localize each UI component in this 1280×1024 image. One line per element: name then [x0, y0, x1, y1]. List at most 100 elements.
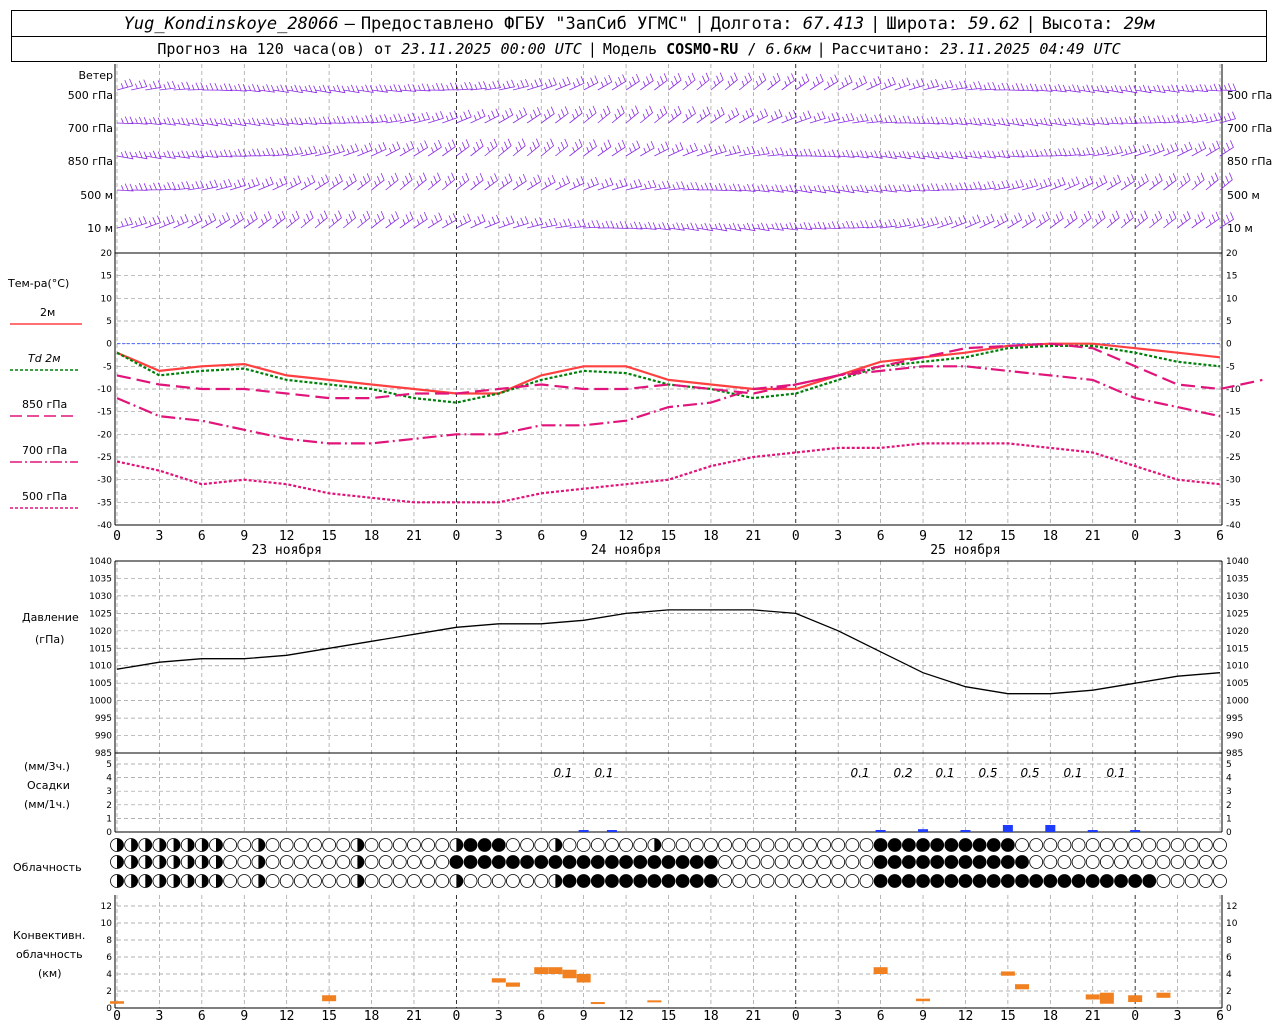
wind-level-10m-right: 10 м: [1227, 222, 1253, 235]
wind-barb: [272, 210, 286, 229]
wind-barb: [286, 117, 304, 126]
cloud-cover-symbol: [1213, 838, 1227, 852]
lon-label: Долгота:: [710, 13, 793, 34]
model-resolution: 6.6км: [765, 40, 811, 58]
wind-barb: [1191, 141, 1207, 157]
wind-barb: [526, 174, 542, 191]
cloud-cover-symbol: [562, 874, 577, 888]
pressure-tick-left: 1015: [89, 644, 112, 654]
hour-tick-label-bottom: 12: [618, 1009, 634, 1024]
wind-barb: [1036, 83, 1053, 92]
wind-barb: [880, 218, 898, 229]
wind-barb: [1149, 143, 1165, 157]
cloud-cover-symbol: [1170, 874, 1185, 888]
wind-barb: [569, 76, 585, 91]
wind-barb: [767, 222, 784, 231]
conv-tick-right: 0: [1226, 1004, 1232, 1014]
pressure-tick-right: 995: [1226, 714, 1243, 724]
wind-barb: [569, 176, 585, 191]
cloud-cover-symbol: [449, 855, 464, 869]
wind-barb: [781, 73, 795, 91]
hour-tick-label: 15: [661, 529, 677, 544]
wind-barb: [1163, 114, 1180, 124]
cloud-cover-symbol: [1213, 855, 1227, 869]
wind-barb: [753, 72, 767, 91]
td2m-line: [116, 344, 1221, 404]
provided-by: Предоставлено ФГБУ "ЗапСиб УГМС": [360, 13, 689, 34]
cloud-cover-symbol: [633, 874, 648, 888]
wind-barb: [937, 215, 953, 229]
precip-bar: [960, 830, 971, 832]
cloud-cover-symbol: [1184, 874, 1199, 888]
cloud-cover-symbol: [1114, 874, 1128, 888]
cloud-cover-symbol: [675, 874, 690, 888]
cloud-partial-fill: [187, 874, 195, 888]
cloud-cover-symbol: [1057, 874, 1072, 888]
cloud-cover-symbol: [1015, 874, 1029, 888]
wind-barb: [1050, 211, 1064, 229]
wind-barb: [710, 106, 725, 124]
wind-barb: [442, 139, 456, 157]
wind-barb: [442, 212, 457, 229]
wind-barb: [456, 81, 473, 91]
wind-barb: [314, 210, 328, 229]
wind-barb: [583, 176, 599, 191]
temp-tick-right: -20: [1226, 430, 1241, 440]
cloud-cover-symbol: [732, 838, 747, 852]
precip-annotation: 0.1: [850, 766, 869, 780]
wind-barb: [399, 83, 417, 92]
hour-tick-label: 15: [1000, 529, 1016, 544]
wind-barb: [1021, 178, 1038, 191]
cloud-partial-fill: [173, 855, 181, 869]
wind-barb: [639, 73, 654, 91]
cloud-cover-symbol: [845, 838, 860, 852]
wind-barb: [852, 75, 868, 91]
pressure-tick-left: 1035: [89, 574, 112, 584]
hour-tick-label: 6: [537, 529, 545, 544]
wind-barb: [442, 82, 459, 91]
pressure-tick-right: 1030: [1226, 592, 1249, 602]
cloud-cover-symbol: [435, 838, 450, 852]
wind-barb: [470, 109, 486, 124]
wind-barb: [456, 139, 470, 157]
wind-barb: [993, 213, 1009, 229]
temp-title: Тем-ра(°C): [7, 277, 69, 290]
temp-tick-left: 15: [101, 272, 112, 282]
lat-label: Широта:: [886, 13, 959, 34]
wind-barb: [951, 80, 968, 91]
wind-barb: [357, 210, 371, 229]
wind-barb: [1036, 117, 1053, 127]
cloud-partial-fill: [145, 874, 152, 888]
cloud-cover-symbol: [887, 855, 902, 869]
cloud-cover-symbol: [1213, 874, 1227, 888]
cloud-partial-fill: [117, 838, 124, 852]
pressure-tick-left: 1040: [89, 557, 112, 567]
cloud-cover-symbol: [661, 855, 676, 869]
hour-tick-label: 12: [279, 529, 295, 544]
wind-barb: [1163, 173, 1177, 191]
cloud-cover-symbol: [916, 838, 930, 852]
wind-barb: [1007, 179, 1025, 191]
wind-barb: [781, 147, 799, 157]
legend-t500-label: 500 гПа: [22, 490, 67, 503]
wind-barb: [371, 210, 385, 229]
wind-barb: [1191, 83, 1209, 93]
cloud-cover-symbol: [1156, 874, 1171, 888]
cloud-partial-fill: [654, 838, 661, 852]
wind-barb: [385, 141, 401, 157]
hour-tick-label: 9: [580, 529, 588, 544]
temp-tick-left: -25: [97, 453, 112, 463]
wind-barb: [1120, 116, 1138, 125]
wind-barb: [541, 174, 556, 191]
cloud-cover-symbol: [265, 855, 280, 869]
wind-barb: [173, 150, 191, 159]
cloud-cover-symbol: [916, 874, 930, 888]
temp-tick-right: -5: [1226, 362, 1235, 372]
temp-tick-right: 10: [1226, 294, 1238, 304]
wind-barb: [894, 218, 912, 229]
wind-barb: [116, 78, 134, 91]
wind-barb: [526, 106, 541, 124]
conv-cloud-bar: [322, 995, 337, 1002]
hour-tick-label-bottom: 12: [279, 1009, 295, 1024]
